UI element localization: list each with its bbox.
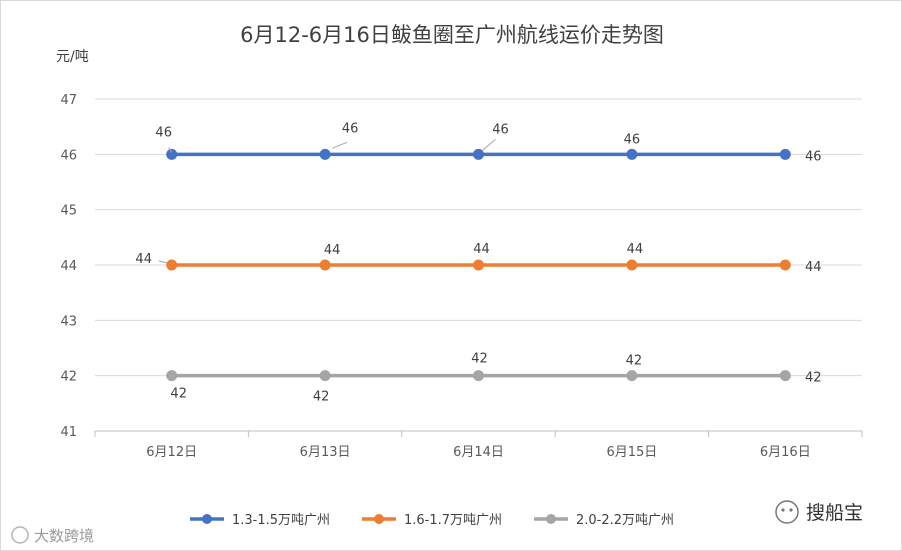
watermark-left: 大数跨境 bbox=[11, 526, 94, 545]
data-label: 42 bbox=[805, 371, 822, 386]
data-point bbox=[473, 370, 484, 382]
legend-marker bbox=[546, 514, 556, 524]
data-label-leader bbox=[158, 260, 168, 264]
data-point bbox=[626, 370, 638, 382]
y-tick-label: 42 bbox=[60, 370, 77, 385]
data-point bbox=[779, 259, 791, 271]
data-label-leader bbox=[168, 147, 173, 153]
legend-label: 1.3-1.5万吨广州 bbox=[232, 513, 330, 528]
data-labels: 46 46 46 46 46 44 44 44 44 44 42 42 42 42 42 bbox=[135, 121, 821, 404]
axes: 41 42 43 44 45 46 47 6月12日 6月13日 6月14日 6月15日 6月16日 bbox=[60, 93, 863, 460]
y-tick-label: 44 bbox=[60, 259, 77, 274]
legend-marker bbox=[202, 514, 212, 524]
data-point bbox=[473, 148, 484, 160]
watermark-right: 搜船宝 bbox=[775, 500, 863, 524]
y-tick-label: 47 bbox=[60, 93, 77, 108]
data-point bbox=[626, 148, 638, 160]
legend-label: 2.0-2.2万吨广州 bbox=[576, 513, 674, 528]
data-label: 44 bbox=[324, 243, 341, 258]
x-tick-label: 6月15日 bbox=[606, 445, 657, 460]
legend: 1.3-1.5万吨广州 1.6-1.7万吨广州 2.0-2.2万吨广州 bbox=[190, 513, 674, 528]
watermark-right-text: 搜船宝 bbox=[806, 502, 863, 524]
chart-title: 6月12-6月16日鲅鱼圈至广州航线运价走势图 bbox=[240, 23, 664, 47]
data-label-leader bbox=[331, 141, 348, 149]
legend-marker bbox=[374, 514, 384, 524]
gridlines bbox=[95, 98, 862, 377]
data-label: 42 bbox=[170, 387, 187, 402]
data-label: 42 bbox=[313, 390, 330, 405]
data-point bbox=[166, 148, 178, 160]
data-label: 46 bbox=[342, 121, 359, 136]
data-label: 44 bbox=[473, 242, 490, 257]
y-tick-label: 46 bbox=[60, 148, 77, 163]
data-point bbox=[319, 259, 331, 271]
data-label: 46 bbox=[624, 132, 641, 147]
y-axis-unit: 元/吨 bbox=[56, 49, 89, 65]
data-label: 44 bbox=[805, 260, 822, 275]
series-2 bbox=[166, 259, 791, 271]
data-label: 46 bbox=[805, 149, 822, 164]
x-tick-label: 6月14日 bbox=[453, 445, 504, 460]
series-1 bbox=[166, 148, 791, 160]
legend-item-3: 2.0-2.2万吨广州 bbox=[534, 513, 674, 528]
legend-label: 1.6-1.7万吨广州 bbox=[404, 513, 502, 528]
data-label: 46 bbox=[155, 125, 172, 140]
y-tick-label: 45 bbox=[60, 204, 77, 219]
data-point bbox=[779, 148, 791, 160]
data-point bbox=[166, 259, 178, 271]
series bbox=[166, 148, 791, 382]
legend-item-1: 1.3-1.5万吨广州 bbox=[190, 513, 330, 528]
data-label: 46 bbox=[492, 122, 509, 137]
watermark-left-text: 大数跨境 bbox=[34, 527, 94, 545]
series-3 bbox=[166, 370, 791, 382]
x-tick-label: 6月12日 bbox=[146, 445, 197, 460]
data-label: 44 bbox=[627, 242, 644, 257]
data-point bbox=[319, 370, 331, 382]
x-tick-label: 6月13日 bbox=[300, 445, 351, 460]
y-tick-label: 41 bbox=[60, 425, 77, 440]
data-label: 44 bbox=[135, 252, 152, 267]
watermark-logo-icon bbox=[11, 526, 29, 544]
wechat-icon bbox=[775, 500, 799, 524]
wechat-icon-eye-right bbox=[789, 508, 793, 512]
x-tick-label: 6月16日 bbox=[760, 445, 811, 460]
data-label: 42 bbox=[626, 354, 643, 369]
data-point bbox=[626, 259, 638, 271]
data-point bbox=[473, 259, 484, 271]
data-label: 42 bbox=[471, 352, 488, 367]
data-point bbox=[319, 148, 331, 160]
legend-item-2: 1.6-1.7万吨广州 bbox=[362, 513, 502, 528]
data-point bbox=[166, 370, 178, 382]
y-tick-label: 43 bbox=[60, 314, 77, 329]
data-point bbox=[779, 370, 791, 382]
wechat-icon-eye-left bbox=[781, 508, 785, 512]
data-label-leader bbox=[482, 138, 496, 151]
